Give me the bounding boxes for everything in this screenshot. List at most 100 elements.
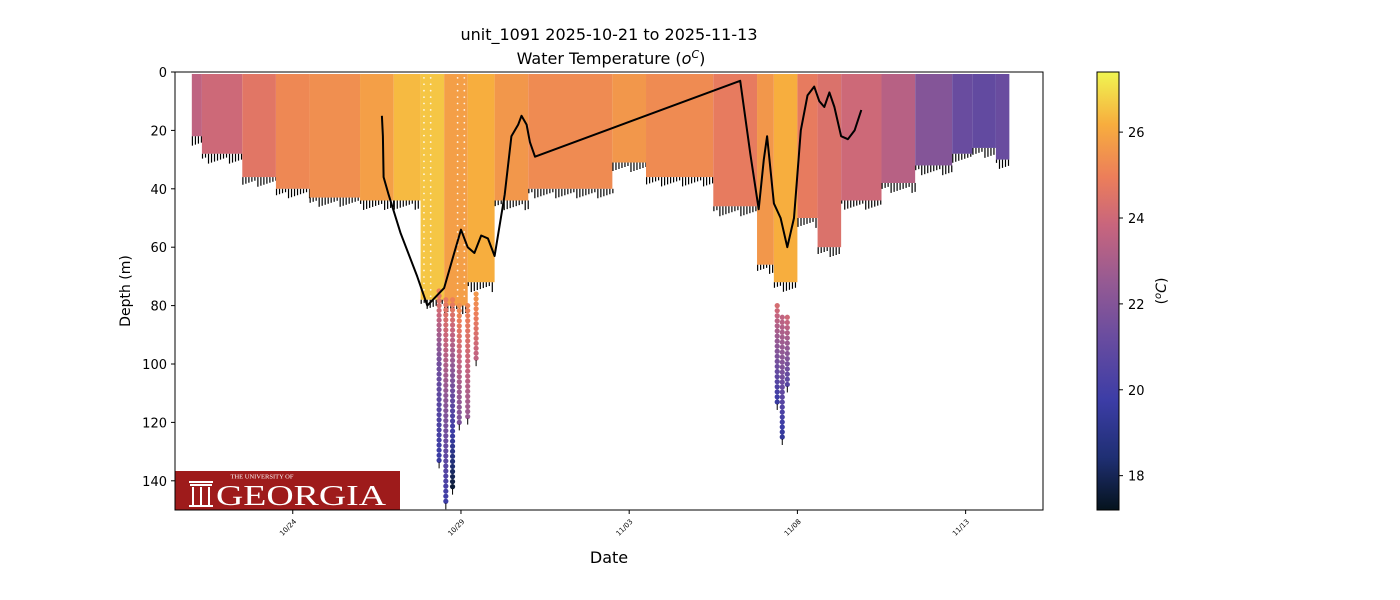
bottom-edge-mark: [670, 177, 672, 184]
profile-gap-dot: [463, 269, 466, 272]
bottom-edge-mark: [990, 147, 992, 156]
deep-cast-point: [779, 414, 785, 420]
profile-gap-dot: [456, 231, 459, 233]
deep-cast-point: [779, 369, 785, 375]
profile-gap-dot: [456, 256, 459, 259]
temperature-band: [275, 74, 310, 189]
profile-gap-dot: [456, 115, 459, 118]
bottom-edge-mark: [275, 177, 277, 181]
temperature-band: [797, 74, 818, 218]
deep-cast-point: [465, 333, 471, 339]
deep-cast-point: [456, 379, 462, 385]
bottom-edge-mark: [936, 165, 938, 171]
profile-gap-dot: [423, 282, 425, 285]
bottom-edge-mark: [381, 200, 383, 204]
glider-depth-line-layer: [380, 79, 863, 307]
deep-cast-point: [456, 404, 462, 410]
bottom-edge-mark: [984, 147, 986, 158]
bottom-edge-mark: [964, 153, 966, 159]
deep-cast-point: [443, 332, 449, 338]
bottom-edge-mark: [978, 147, 980, 153]
deep-cast-point: [473, 325, 479, 332]
temperature-band: [881, 74, 916, 183]
colorbar-tick-label: 18: [1128, 470, 1145, 485]
deep-cast-point: [465, 373, 471, 379]
deep-cast-point: [784, 335, 790, 341]
bottom-edge-mark: [859, 200, 861, 205]
deep-cast-point: [436, 332, 442, 338]
bottom-edge-mark: [366, 200, 368, 209]
deep-cast-point: [436, 366, 442, 372]
bottom-edge-mark: [527, 200, 529, 210]
deep-cast-point: [456, 308, 462, 314]
bottom-edge-mark: [225, 153, 228, 158]
deep-cast-point: [456, 363, 462, 370]
profile-gap-dot: [429, 211, 432, 214]
bottom-edge-mark: [515, 200, 517, 207]
profile-gap-dot: [463, 166, 466, 169]
profile-gap-dot: [429, 102, 432, 105]
bottom-edge-mark: [479, 282, 481, 290]
bottom-edge-mark: [812, 218, 814, 222]
temperature-band: [191, 74, 202, 137]
uga-logo: THE UNIVERSITY OF GEORGIA: [175, 471, 400, 512]
profile-gap-dot: [463, 186, 466, 188]
deep-cast-point: [443, 382, 449, 388]
profile-gap-dot: [463, 243, 466, 246]
profile-gap-dot: [429, 160, 432, 163]
bottom-edge-mark: [521, 200, 523, 205]
deep-cast-tail: [776, 403, 778, 410]
profile-gap-dot: [456, 173, 459, 176]
bottom-edge-mark: [952, 153, 954, 163]
colorbar-tick-label: 26: [1128, 126, 1145, 141]
bottom-edge-mark: [905, 182, 907, 188]
bottom-edge-mark: [570, 188, 572, 194]
bottom-edge-mark: [582, 188, 584, 197]
colorbar-tick-label: 20: [1128, 384, 1145, 399]
deep-cast-point: [436, 422, 442, 428]
deep-cast-point: [473, 340, 479, 346]
bottom-edge-mark: [500, 200, 502, 205]
profile-gap-dot: [423, 154, 425, 156]
colorbar-tick-label: 24: [1128, 212, 1145, 227]
y-tick-label: 20: [150, 124, 167, 139]
deep-cast-point: [779, 434, 785, 440]
profile-gap-dot: [456, 154, 459, 156]
profile-gap-dot: [423, 231, 425, 233]
profile-gap-dot: [463, 179, 466, 182]
bottom-edge-mark: [333, 197, 335, 202]
bottom-edge-mark: [260, 177, 262, 186]
bottom-edge-mark: [234, 153, 237, 162]
profile-gap-dot: [463, 218, 466, 221]
profile-gap-dot: [456, 76, 459, 79]
deep-cast-point: [443, 342, 449, 348]
bottom-edge-mark: [743, 206, 745, 216]
bottom-edge-mark: [785, 282, 788, 291]
deep-cast-point: [449, 342, 456, 348]
deep-cast-point: [774, 384, 780, 390]
deep-cast-point: [779, 394, 785, 400]
deep-cast-point: [449, 413, 456, 419]
deep-cast-point: [443, 423, 449, 429]
deep-cast-point: [774, 399, 780, 405]
profile-gap-dot: [423, 179, 425, 182]
deep-cast-point: [443, 478, 449, 484]
profile-gap-dot: [463, 96, 466, 99]
bottom-edge-mark: [760, 264, 762, 270]
deep-cast-point: [449, 473, 456, 480]
temperature-band: [420, 74, 445, 300]
temperature-band: [242, 74, 276, 178]
y-axis-label: Depth (m): [118, 255, 134, 327]
profile-gap-dot: [423, 89, 425, 92]
deep-cast-point: [774, 318, 780, 324]
bottom-edge-mark: [432, 299, 434, 307]
deep-cast-point: [436, 412, 442, 418]
deep-cast-point: [774, 353, 780, 359]
deep-cast-point: [449, 302, 456, 308]
chart-title: unit_1091 2025-10-21 to 2025-11-13: [460, 25, 757, 45]
bottom-edge-mark: [902, 182, 904, 189]
deep-cast-point: [443, 498, 449, 504]
bottom-edge-mark: [497, 200, 499, 206]
deep-cast-point: [779, 399, 785, 405]
bottom-edge-mark: [703, 177, 705, 187]
